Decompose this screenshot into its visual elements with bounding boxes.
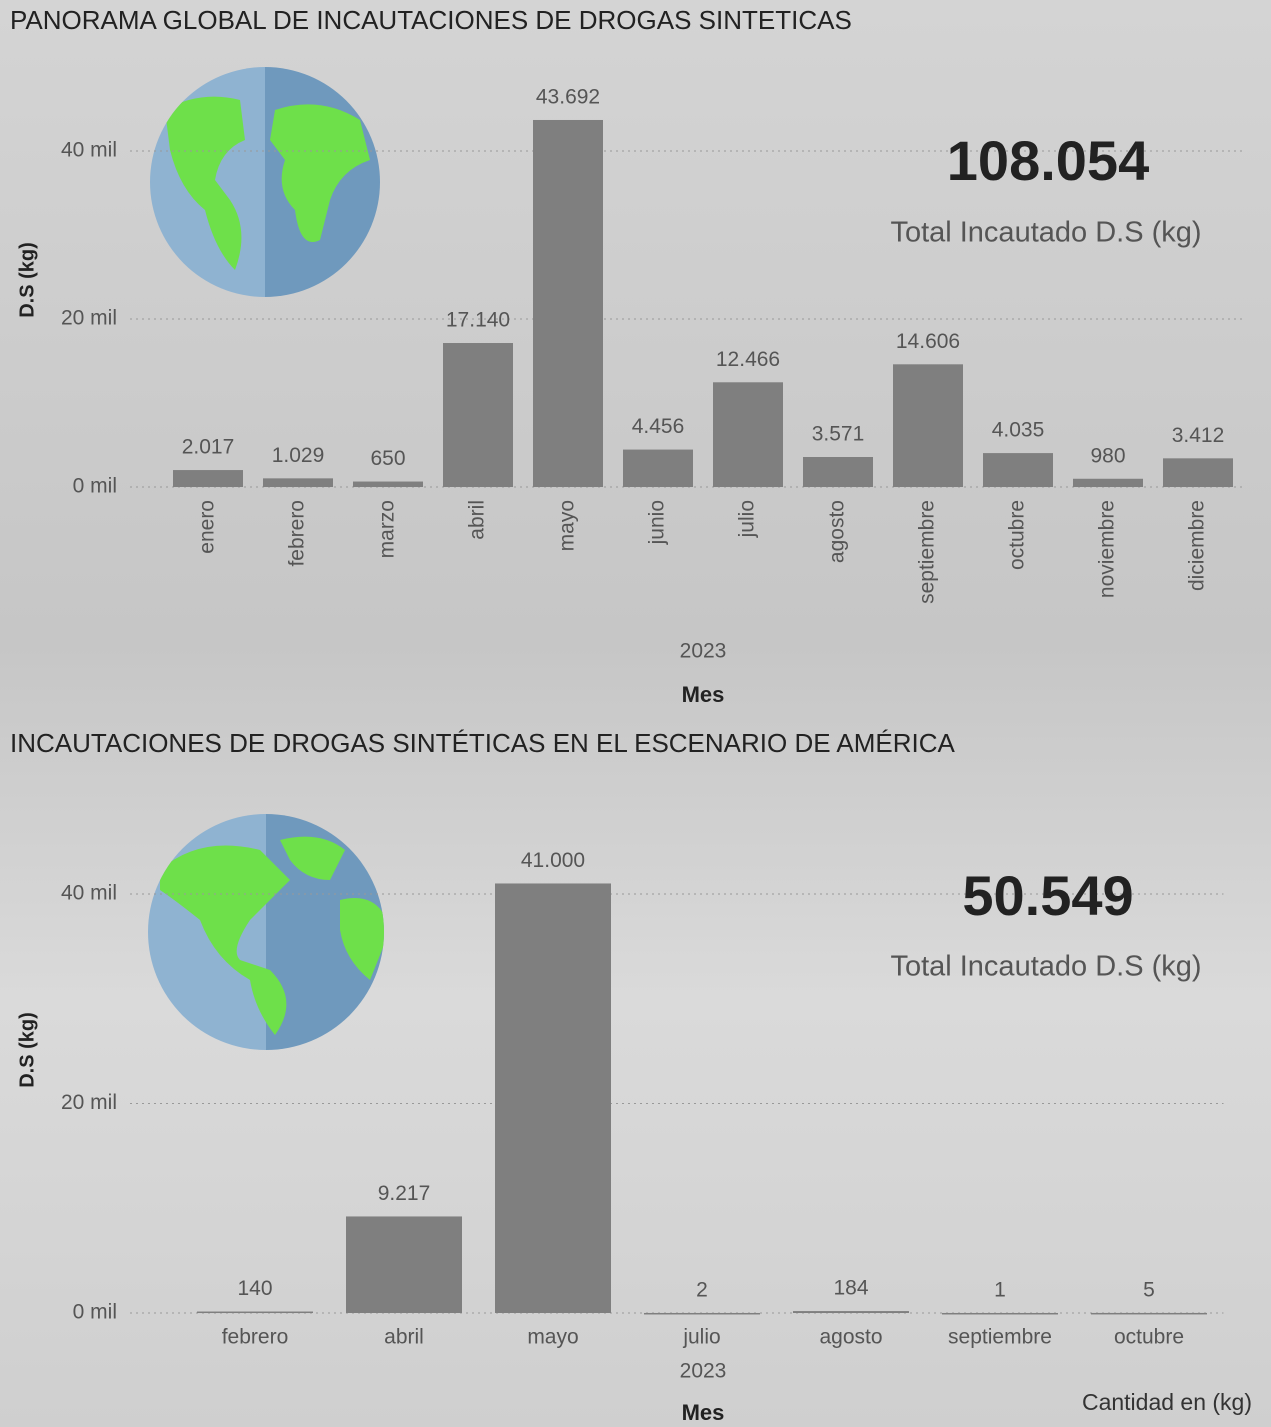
bar [1073, 478, 1143, 487]
data-label: 3.412 [1172, 424, 1225, 447]
x-tick-label: febrero [222, 1326, 289, 1349]
data-label: 5 [1143, 1278, 1155, 1301]
bar [983, 453, 1053, 487]
y-tick-label: 20 mil [61, 1091, 117, 1114]
bar [942, 1312, 1058, 1315]
bar [713, 382, 783, 487]
x-tick-label: mayo [556, 500, 579, 551]
data-label: 9.217 [378, 1182, 431, 1205]
y-tick-label: 0 mil [73, 1301, 117, 1324]
y-tick-label: 40 mil [61, 139, 117, 162]
x-tick-label: noviembre [1096, 500, 1119, 598]
annotation: Cantidad en (kg) [1082, 1389, 1252, 1415]
data-label: 4.035 [992, 419, 1045, 442]
x-axis-label: Mes [682, 682, 725, 707]
data-label: 14.606 [896, 330, 960, 353]
bar [443, 343, 513, 487]
x-tick-label: septiembre [916, 500, 939, 604]
y-tick-label: 20 mil [61, 307, 117, 330]
x-tick-label: octubre [1114, 1326, 1184, 1349]
bar [1091, 1312, 1207, 1315]
x-tick-label: abril [466, 500, 489, 540]
chart-title: PANORAMA GLOBAL DE INCAUTACIONES DE DROG… [10, 5, 852, 35]
chart-title: INCAUTACIONES DE DROGAS SINTÉTICAS EN EL… [10, 728, 955, 758]
x-group-label: 2023 [680, 1360, 727, 1383]
globe-icon [150, 67, 380, 297]
kpi-value: 50.549 [962, 864, 1133, 927]
data-label: 17.140 [446, 309, 510, 332]
x-tick-label: diciembre [1186, 500, 1209, 591]
y-tick-label: 0 mil [73, 475, 117, 498]
data-label: 184 [833, 1277, 868, 1300]
bar [263, 478, 333, 487]
data-label: 12.466 [716, 348, 780, 371]
x-group-label: 2023 [680, 640, 727, 663]
data-label: 2 [696, 1279, 708, 1302]
bar [353, 481, 423, 487]
x-tick-label: abril [384, 1326, 424, 1349]
x-tick-label: mayo [527, 1326, 578, 1349]
data-label: 650 [370, 447, 405, 470]
data-label: 3.571 [812, 423, 865, 446]
data-label: 980 [1090, 444, 1125, 467]
bar [197, 1311, 313, 1314]
x-tick-label: julio [736, 500, 759, 538]
bar [793, 1311, 909, 1313]
data-label: 43.692 [536, 86, 600, 109]
x-tick-label: febrero [286, 500, 309, 567]
y-axis-label: D.S (kg) [16, 1012, 38, 1088]
bar [346, 1216, 462, 1313]
data-label: 2.017 [182, 436, 235, 459]
x-tick-label: julio [682, 1326, 720, 1349]
bar [644, 1312, 760, 1315]
bar [1163, 458, 1233, 487]
kpi-value: 108.054 [947, 129, 1149, 192]
data-label: 41.000 [521, 849, 585, 872]
x-tick-label: agosto [826, 500, 849, 563]
kpi-label: Total Incautado D.S (kg) [890, 951, 1201, 983]
bar [893, 364, 963, 487]
data-label: 140 [237, 1277, 272, 1300]
bar [173, 470, 243, 487]
data-label: 1.029 [272, 444, 325, 467]
x-tick-label: agosto [819, 1326, 882, 1349]
x-axis-label: Mes [682, 1400, 725, 1425]
x-tick-label: octubre [1006, 500, 1029, 570]
y-tick-label: 40 mil [61, 881, 117, 904]
bar [533, 119, 603, 488]
data-label: 4.456 [632, 415, 685, 438]
x-tick-label: enero [196, 500, 219, 554]
bar [803, 457, 873, 487]
data-label: 1 [994, 1279, 1006, 1302]
y-axis-label: D.S (kg) [16, 242, 38, 318]
x-tick-label: marzo [376, 500, 399, 558]
bar [495, 883, 611, 1313]
bar [623, 449, 693, 487]
x-tick-label: junio [646, 500, 669, 545]
x-tick-label: septiembre [948, 1326, 1052, 1349]
kpi-label: Total Incautado D.S (kg) [890, 217, 1201, 249]
